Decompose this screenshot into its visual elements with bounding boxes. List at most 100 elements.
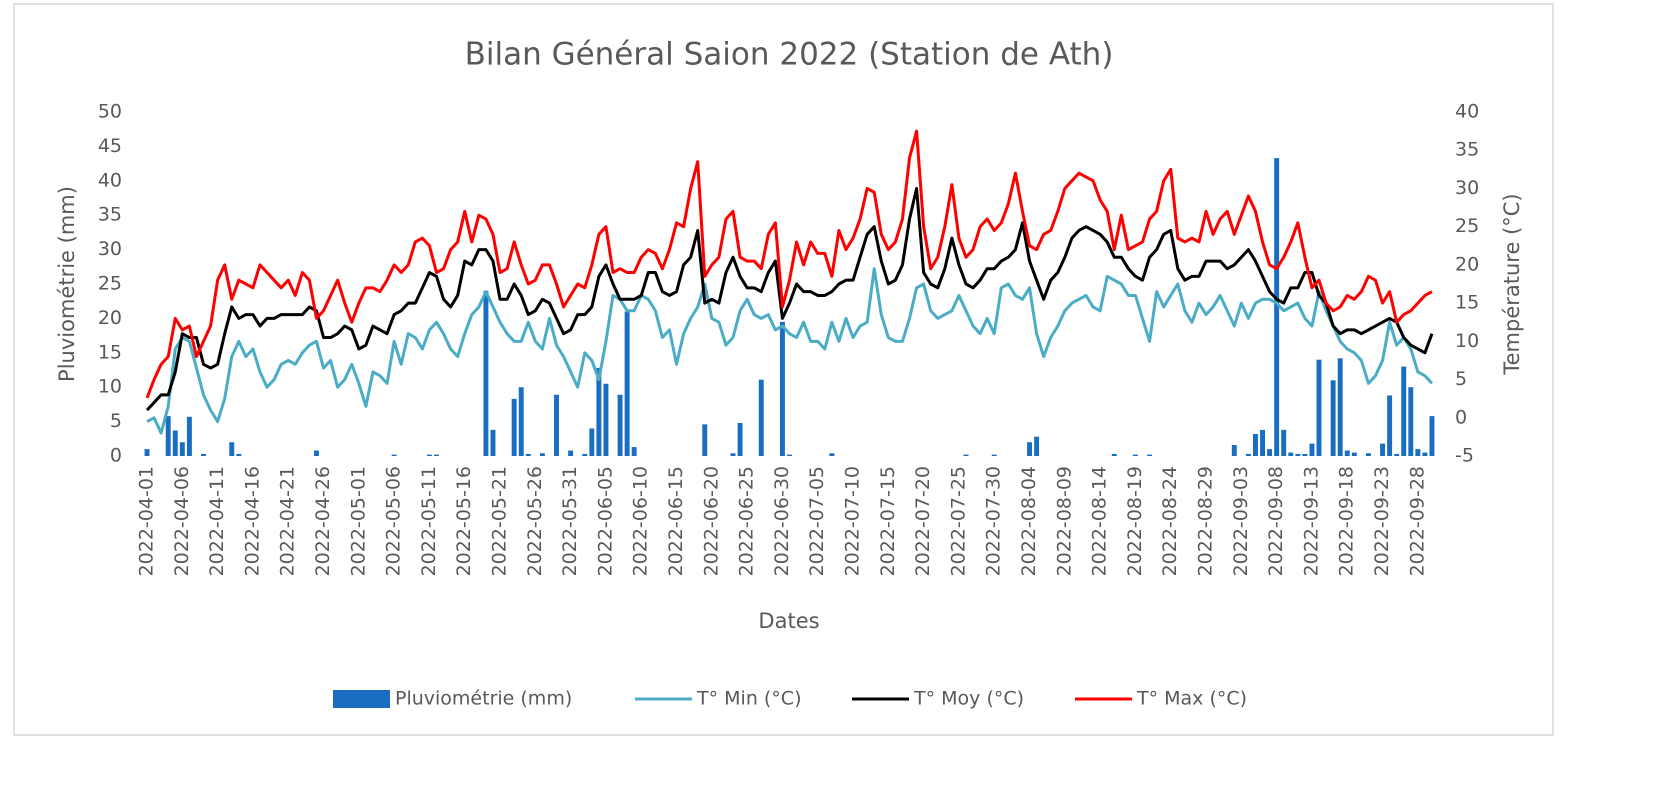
x-tick-label: 2022-08-09 bbox=[1053, 466, 1075, 576]
x-tick-label: 2022-08-29 bbox=[1195, 466, 1217, 576]
bar bbox=[1231, 444, 1237, 456]
y-tick-label: 25 bbox=[98, 273, 122, 295]
bar bbox=[631, 447, 637, 456]
y-tick-label: 45 bbox=[98, 135, 122, 157]
y2-tick-label: 15 bbox=[1455, 292, 1479, 314]
x-tick-label: 2022-06-20 bbox=[700, 466, 722, 576]
line bbox=[145, 129, 1433, 399]
y-tick-label: 35 bbox=[98, 204, 122, 226]
bar bbox=[483, 290, 489, 456]
bar bbox=[1111, 453, 1117, 456]
y-tick-label: 10 bbox=[98, 376, 122, 398]
bar bbox=[1132, 454, 1138, 456]
y2-tick-label: 0 bbox=[1455, 406, 1467, 428]
x-tick-label: 2022-07-10 bbox=[842, 466, 864, 576]
y-tick-label: 15 bbox=[98, 341, 122, 363]
x-tick-label: 2022-04-11 bbox=[206, 466, 228, 576]
bar bbox=[1394, 453, 1400, 456]
bar bbox=[1415, 449, 1421, 456]
y2-axis-label: Température (°C) bbox=[1500, 193, 1524, 375]
y-tick-label: 5 bbox=[110, 410, 122, 432]
x-axis-label: Dates bbox=[758, 609, 819, 633]
bar bbox=[1422, 452, 1428, 456]
bar bbox=[144, 449, 150, 456]
bar bbox=[589, 428, 595, 456]
y2-tick-label: -5 bbox=[1455, 445, 1474, 467]
y2-tick-label: 5 bbox=[1455, 368, 1467, 390]
legend-label: Pluviométrie (mm) bbox=[395, 688, 572, 710]
bar bbox=[1260, 429, 1265, 456]
x-tick-label: 2022-08-24 bbox=[1159, 466, 1181, 576]
x-tick-label: 2022-06-05 bbox=[594, 466, 616, 576]
bar bbox=[624, 311, 630, 456]
y2-tick-label: 10 bbox=[1455, 330, 1479, 352]
x-tick-label: 2022-09-13 bbox=[1300, 466, 1322, 576]
bar bbox=[829, 453, 835, 456]
bar bbox=[426, 454, 432, 456]
x-tick-label: 2022-09-03 bbox=[1230, 466, 1252, 576]
bar bbox=[172, 430, 178, 456]
x-tick-label: 2022-07-20 bbox=[912, 466, 934, 576]
x-tick-label: 2022-08-14 bbox=[1089, 466, 1111, 576]
x-tick-label: 2022-07-05 bbox=[806, 466, 828, 576]
bar bbox=[391, 454, 397, 456]
y-tick-label: 30 bbox=[98, 238, 122, 260]
x-tick-label: 2022-05-11 bbox=[418, 466, 440, 576]
bar bbox=[1281, 429, 1287, 456]
bar bbox=[554, 394, 559, 456]
bar bbox=[1288, 452, 1294, 456]
bar bbox=[1274, 158, 1280, 456]
x-tick-label: 2022-04-26 bbox=[312, 466, 334, 576]
bar bbox=[603, 383, 609, 456]
y2-tick-label: 35 bbox=[1455, 139, 1479, 161]
bar bbox=[1147, 454, 1153, 456]
bar bbox=[963, 454, 969, 456]
y-tick-label: 50 bbox=[98, 101, 122, 123]
y-tick-label: 0 bbox=[110, 445, 122, 467]
legend-label: T° Max (°C) bbox=[1136, 688, 1247, 710]
legend-label: T° Min (°C) bbox=[696, 688, 802, 710]
bar bbox=[179, 442, 185, 456]
chart-title: Bilan Général Saion 2022 (Station de Ath… bbox=[465, 37, 1114, 73]
bar bbox=[236, 453, 242, 456]
bar bbox=[539, 453, 545, 456]
x-tick-label: 2022-09-18 bbox=[1336, 466, 1358, 576]
bar bbox=[758, 379, 764, 456]
bar bbox=[596, 367, 602, 456]
bar bbox=[229, 442, 235, 456]
x-tick-label: 2022-09-23 bbox=[1371, 466, 1393, 576]
x-tick-label: 2022-09-28 bbox=[1406, 466, 1428, 576]
x-tick-label: 2022-06-30 bbox=[771, 466, 793, 576]
x-tick-label: 2022-07-30 bbox=[983, 466, 1005, 576]
bar bbox=[582, 453, 588, 456]
x-tick-label: 2022-05-31 bbox=[559, 466, 581, 576]
bar bbox=[1429, 416, 1435, 456]
bar bbox=[787, 454, 792, 456]
bar bbox=[1330, 380, 1336, 456]
legend-label: T° Moy (°C) bbox=[913, 688, 1024, 710]
bar bbox=[1295, 453, 1301, 456]
x-tick-label: 2022-09-08 bbox=[1265, 466, 1287, 576]
bar bbox=[165, 416, 171, 456]
x-tick-label: 2022-06-25 bbox=[736, 466, 758, 576]
bar bbox=[1365, 453, 1371, 456]
x-tick-label: 2022-07-15 bbox=[877, 466, 899, 576]
bar bbox=[186, 416, 192, 456]
bar bbox=[1351, 452, 1357, 456]
x-tick-label: 2022-05-21 bbox=[489, 466, 511, 576]
x-tick-label: 2022-05-06 bbox=[383, 466, 405, 576]
bar bbox=[1027, 442, 1033, 456]
line bbox=[145, 186, 1434, 412]
bar bbox=[1267, 449, 1273, 456]
x-tick-label: 2022-07-25 bbox=[947, 466, 969, 576]
bar bbox=[1245, 453, 1251, 456]
y-tick-label: 20 bbox=[98, 307, 122, 329]
y2-tick-label: 30 bbox=[1455, 177, 1479, 199]
bar bbox=[702, 424, 708, 456]
bar bbox=[1401, 366, 1407, 456]
bar bbox=[1316, 359, 1322, 456]
legend-swatch bbox=[333, 690, 390, 708]
y2-tick-label: 20 bbox=[1455, 253, 1479, 275]
bar bbox=[1344, 450, 1350, 456]
